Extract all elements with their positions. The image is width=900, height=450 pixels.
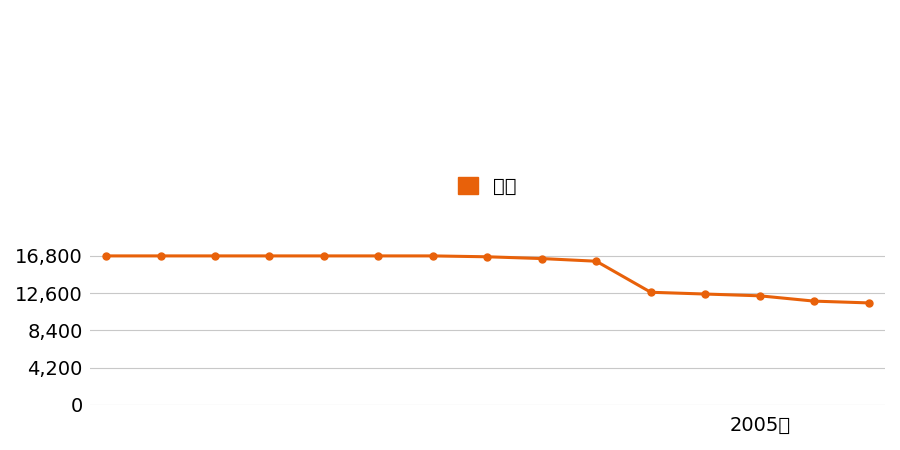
価格: [754, 293, 765, 298]
価格: [591, 258, 602, 264]
価格: [428, 253, 438, 259]
価格: [264, 253, 274, 259]
価格: [700, 291, 711, 297]
価格: [863, 300, 874, 306]
価格: [155, 253, 166, 259]
価格: [645, 289, 656, 295]
Legend: 価格: 価格: [450, 169, 525, 204]
価格: [319, 253, 329, 259]
Line: 価格: 価格: [103, 252, 872, 306]
価格: [809, 298, 820, 304]
価格: [101, 253, 112, 259]
価格: [536, 256, 547, 261]
価格: [482, 254, 492, 260]
価格: [210, 253, 220, 259]
価格: [373, 253, 383, 259]
